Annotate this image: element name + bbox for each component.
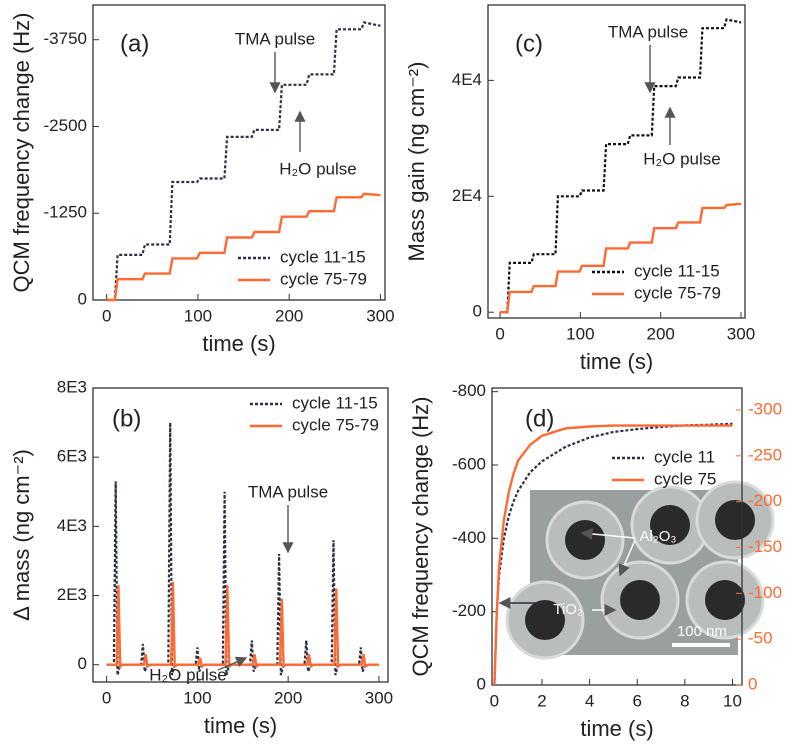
- x-tick-label: 300: [365, 688, 393, 707]
- x-tick-label: 8: [680, 691, 689, 710]
- y-tick-label: -3750: [44, 29, 87, 48]
- x-axis-label: time (s): [202, 331, 275, 356]
- y-tick-label: -400: [452, 528, 486, 547]
- y-tick-label: -800: [452, 381, 486, 400]
- pore: [705, 580, 745, 620]
- y-tick-label: 0: [78, 654, 87, 673]
- y-tick-label: 2E4: [452, 186, 482, 205]
- legend-label: cycle 75-79: [634, 283, 721, 302]
- y-tick-label: 0: [473, 302, 482, 321]
- y-tick-label: 0: [78, 289, 87, 308]
- y-tick-label: -2500: [44, 116, 87, 135]
- y-tick-label: 4E4: [452, 70, 482, 89]
- x-tick-label: 0: [102, 306, 111, 325]
- x-tick-label: 200: [274, 688, 302, 707]
- pore: [620, 580, 660, 620]
- annotation: TMA pulse: [235, 29, 315, 48]
- annotation: TiO₂: [553, 601, 583, 618]
- annotation: TMA pulse: [248, 482, 328, 501]
- y-tick-label: 8E3: [57, 377, 87, 396]
- scale-bar: [672, 643, 730, 647]
- annotation: H₂O pulse: [149, 665, 226, 684]
- y-axis-label: QCM frequency change (Hz): [408, 397, 433, 677]
- y-tick-label: 2E3: [57, 585, 87, 604]
- y-axis-label: Δ mass (ng cm⁻²): [9, 449, 34, 621]
- legend-label: cycle 11-15: [634, 261, 720, 280]
- legend-label: cycle 75-79: [292, 415, 379, 434]
- y2-tick-label: -150: [748, 537, 782, 556]
- panel-label: (a): [120, 30, 149, 57]
- x-tick-label: 0: [102, 688, 111, 707]
- y-tick-label: 4E3: [57, 516, 87, 535]
- annotation: H₂O pulse: [279, 159, 356, 178]
- y-tick-label: 0: [477, 674, 486, 693]
- y2-tick-label: -100: [748, 583, 782, 602]
- y-axis-label: Mass gain (ng cm⁻²): [404, 62, 429, 262]
- legend-label: cycle 75-79: [280, 269, 367, 288]
- legend-label: cycle 75: [654, 469, 716, 488]
- panel-label: (b): [112, 405, 141, 432]
- annotation: Al₂O₃: [640, 528, 677, 545]
- x-tick-label: 100: [183, 688, 211, 707]
- x-tick-label: 300: [727, 324, 755, 343]
- series-line: [107, 582, 379, 667]
- panel-label: (c): [515, 30, 543, 57]
- y-tick-label: -200: [452, 601, 486, 620]
- x-tick-label: 4: [585, 691, 594, 710]
- x-axis-label: time (s): [204, 713, 277, 738]
- x-tick-label: 6: [633, 691, 642, 710]
- legend-label: cycle 11-15: [292, 393, 378, 412]
- x-axis-label: time (s): [580, 349, 653, 374]
- x-tick-label: 100: [566, 324, 594, 343]
- legend-label: cycle 11-15: [280, 247, 366, 266]
- y-axis-label: QCM frequency change (Hz): [9, 13, 34, 293]
- x-tick-label: 100: [184, 306, 212, 325]
- y2-tick-label: 0: [748, 674, 757, 693]
- annotation: TMA pulse: [608, 22, 688, 41]
- page: {"chart_data":[ {"type":"line","label":"…: [0, 0, 796, 751]
- legend-label: cycle 11: [654, 447, 715, 466]
- y-tick-label: 6E3: [57, 447, 87, 466]
- y-tick-label: -600: [452, 454, 486, 473]
- x-tick-label: 200: [275, 306, 303, 325]
- x-tick-label: 0: [495, 324, 504, 343]
- y2-tick-label: -200: [748, 491, 782, 510]
- figure: 01002003000-1250-2500-3750time (s)QCM fr…: [0, 0, 796, 751]
- x-tick-label: 0: [490, 691, 499, 710]
- x-tick-label: 10: [723, 691, 742, 710]
- y2-tick-label: -50: [748, 629, 773, 648]
- x-axis-label: time (s): [580, 716, 653, 741]
- x-tick-label: 200: [646, 324, 674, 343]
- annotation: H₂O pulse: [643, 149, 720, 168]
- y2-tick-label: -250: [748, 445, 782, 464]
- y2-tick-label: -300: [748, 399, 782, 418]
- x-tick-label: 2: [537, 691, 546, 710]
- panel-label: (d): [525, 405, 554, 432]
- x-tick-label: 300: [366, 306, 394, 325]
- pore: [565, 520, 605, 560]
- y-tick-label: -1250: [44, 203, 87, 222]
- annotation: 100 nm: [677, 623, 727, 640]
